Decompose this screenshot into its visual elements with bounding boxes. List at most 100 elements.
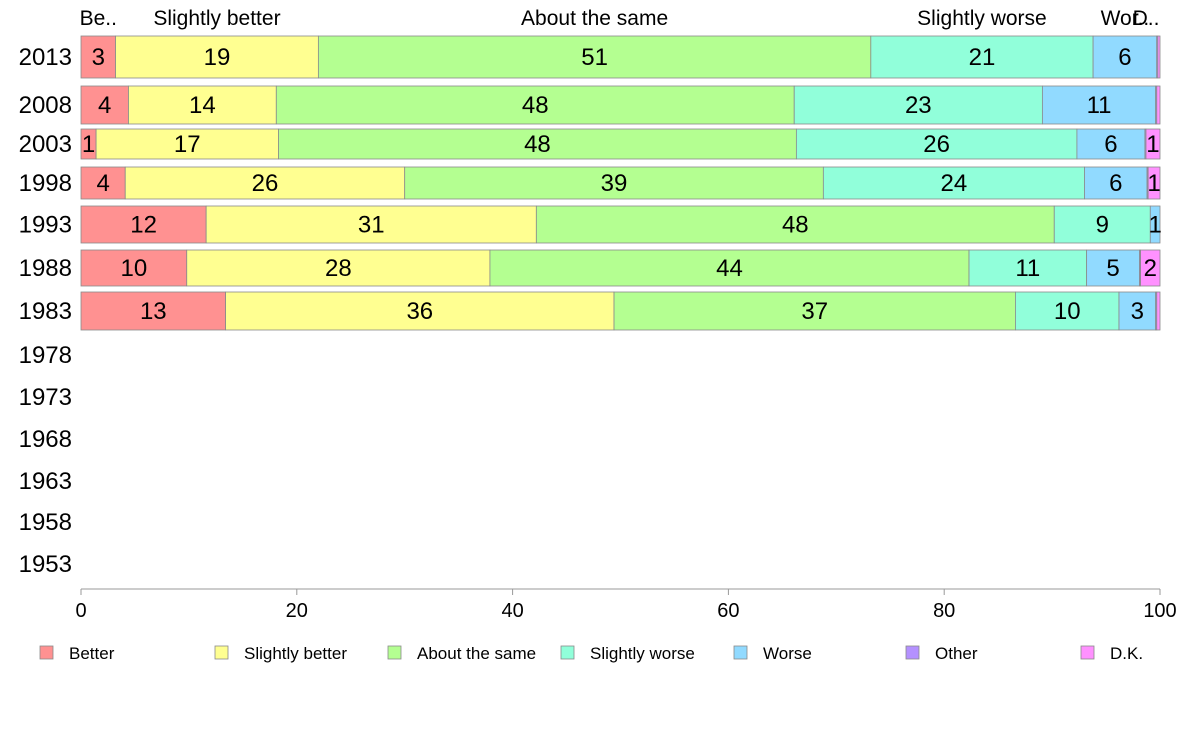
data-label: 10 [1054,298,1081,325]
bar-segment [793,85,1043,125]
legend-label: D.K. [1110,644,1143,663]
data-label: 5 [1106,255,1119,282]
top-category-labels: Be.. Slightly better About the same Slightl… [80,7,1160,30]
data-label: 37 [801,298,828,325]
data-label: 23 [905,92,932,119]
bar-segment [1149,205,1161,244]
legend-label: Better [69,644,115,663]
bar-segment [80,85,129,125]
bar-segment [1084,166,1148,200]
bar-segment [822,166,1085,200]
bar-segment [1053,205,1151,244]
data-label: 3 [92,44,105,71]
bar-segment [80,205,207,244]
y-tick-label: 1973 [19,384,72,411]
bars-layer: 3 19 51 21 64 14 48 23 111 17 48 26 6 14 26 39 24 6 112 31 4… [80,35,1162,331]
data-label: 28 [325,255,352,282]
legend-swatch [560,645,575,660]
bar-segment [278,128,797,160]
bar-segment [613,291,1016,331]
bar-segment [1157,35,1161,79]
bar-segment [1092,35,1158,79]
data-label: 26 [252,170,279,197]
data-label: 13 [140,298,167,325]
legend-label: Slightly better [244,644,347,663]
bar-segment [186,249,491,287]
data-label: 36 [406,298,433,325]
top-category-label: About the same [521,7,668,30]
bar-segment [1086,249,1140,287]
bar-segment [115,35,319,79]
legend-label: Slightly worse [590,644,695,663]
bar-segment [95,128,279,160]
top-category-label: Slightly better [153,7,280,30]
data-label: 10 [121,255,148,282]
data-label: 9 [1096,212,1109,239]
data-label: 26 [923,131,950,158]
bar-segment [1147,166,1161,200]
y-tick-label: 2008 [19,92,72,119]
data-label: 6 [1109,170,1122,197]
data-label: 44 [716,255,743,282]
bar-segment [1156,85,1161,125]
data-label: 4 [98,92,111,119]
data-label: 12 [130,212,157,239]
y-tick-label: 1993 [19,212,72,239]
x-tick-label: 100 [1143,600,1176,622]
bar-segment [795,128,1078,160]
y-tick-label: 2013 [19,44,72,71]
data-label: 1 [1147,170,1160,197]
bar-segment [1145,128,1161,160]
x-tick-label: 20 [286,600,308,622]
data-label: 21 [969,44,996,71]
data-label: 11 [1087,92,1112,119]
y-tick-label: 1998 [19,170,72,197]
data-label: 14 [189,92,216,119]
legend-swatch [214,645,229,660]
y-tick-label: 1983 [19,298,72,325]
legend-label: Worse [763,644,812,663]
data-label: 48 [524,131,551,158]
legend-swatch [733,645,748,660]
bar-segment [275,85,795,125]
bar-segment [535,205,1055,244]
data-label: 2 [1144,255,1157,282]
data-label: 17 [174,131,201,158]
data-label: 24 [941,170,968,197]
legend: Better Slightly better About the same Sligh… [39,644,1143,663]
y-tick-label: 1963 [19,468,72,495]
data-label: 6 [1118,44,1131,71]
y-tick-label: 2003 [19,131,72,158]
bar-segment [80,249,188,287]
y-tick-label: 1958 [19,509,72,536]
data-label: 6 [1104,131,1117,158]
bar-segment [489,249,970,287]
data-label: 39 [601,170,628,197]
y-axis: 2013 2008 2003 1998 1993 1988 1983 1978 1973 1968… [19,44,72,578]
bar-segment [225,291,615,331]
bar-segment [205,205,537,244]
x-tick-label: 80 [933,600,955,622]
data-label: 3 [1131,298,1144,325]
legend-swatch [387,645,402,660]
top-category-label: Slightly worse [917,7,1047,30]
bar-segment [128,85,277,125]
bar-segment [124,166,406,200]
bar-segment [1140,249,1161,287]
top-category-label: D.. [1133,7,1160,30]
data-label: 11 [1015,255,1040,282]
data-label: 19 [204,44,231,71]
top-category-label: Be.. [80,7,117,30]
x-tick-label: 0 [75,600,86,622]
data-label: 51 [581,44,608,71]
data-label: 1 [82,131,95,158]
data-label: 31 [358,212,385,239]
y-tick-label: 1978 [19,342,72,369]
legend-swatch [905,645,920,660]
legend-swatch [1080,645,1095,660]
legend-swatch [39,645,54,660]
y-tick-label: 1953 [19,551,72,578]
data-label: 1 [1148,212,1161,239]
y-tick-label: 1988 [19,255,72,282]
